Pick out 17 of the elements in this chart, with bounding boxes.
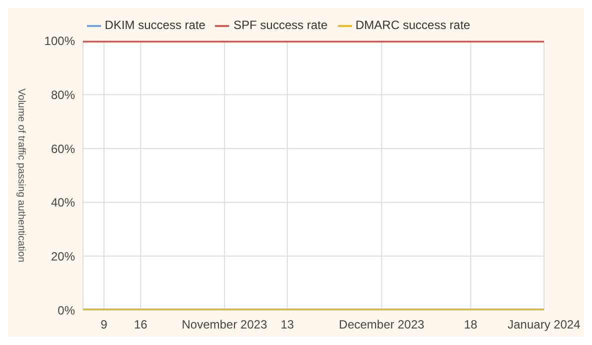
y-tick-label: 60% [50, 142, 76, 156]
y-tick-label: 40% [50, 196, 76, 210]
legend-label: DKIM success rate [104, 18, 206, 32]
y-axis-title: Volume of traffic passing authentication [15, 88, 26, 262]
legend-label: DMARC success rate [356, 18, 470, 32]
legend-label: SPF success rate [233, 18, 328, 32]
x-tick-label: 13 [280, 318, 294, 332]
x-tick-label: December 2023 [338, 318, 425, 332]
x-tick-label: 16 [134, 318, 148, 332]
y-tick-label: 20% [50, 249, 76, 264]
y-tick-label: 0% [58, 303, 76, 318]
x-tick-label: 9 [100, 318, 108, 332]
x-tick-label: 18 [464, 318, 478, 332]
x-tick-label: November 2023 [182, 318, 268, 332]
x-tick-label: January 2024 [508, 318, 581, 332]
y-tick-label: 80% [50, 88, 76, 102]
y-tick-label: 100% [44, 34, 76, 48]
